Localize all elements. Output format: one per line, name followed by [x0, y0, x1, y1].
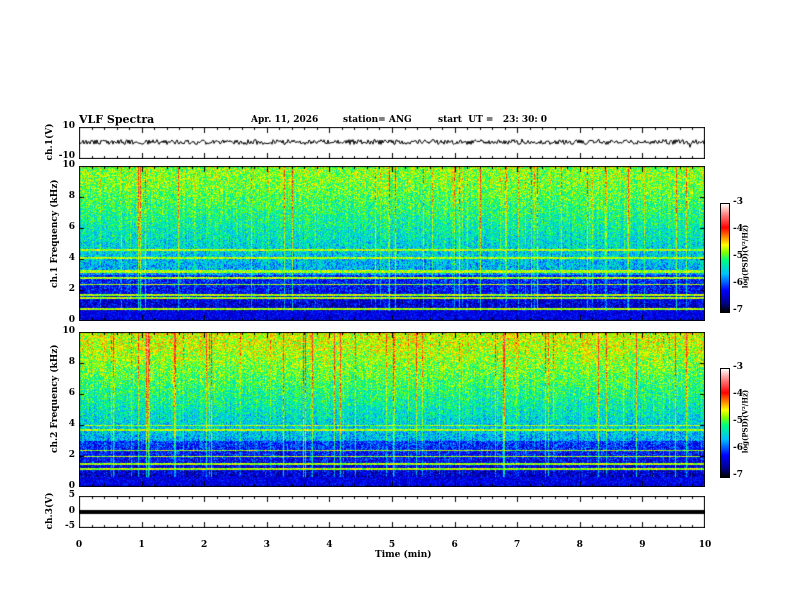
start-time-label: start UT = 23: 30: 0 — [438, 115, 548, 125]
ch2-ylabel: ch.1 Frequency (kHz) — [50, 179, 60, 288]
xtick-label: 10 — [698, 540, 712, 550]
ytick: 4 — [68, 419, 75, 429]
colorbar-tick: -4 — [733, 224, 743, 234]
ytick: 10 — [62, 326, 75, 336]
ytick: 2 — [68, 284, 75, 294]
ytick: 6 — [68, 388, 75, 398]
ytick: 5 — [68, 490, 75, 500]
colorbar-tick: -3 — [733, 197, 743, 207]
ytick: 10 — [62, 121, 75, 131]
ch3-waveform-plot — [79, 496, 705, 528]
colorbar-label: log(PSD)(V²/Hz) — [740, 389, 750, 454]
ch1-waveform-plot — [79, 127, 705, 159]
ytick: 0 — [68, 315, 75, 325]
colorbar-label: log(PSD)(V²/Hz) — [740, 224, 750, 289]
xtick-label: 2 — [201, 540, 208, 550]
ytick: 10 — [62, 160, 75, 170]
ytick: -5 — [65, 521, 75, 531]
colorbar-tick: -7 — [733, 305, 743, 315]
ytick: 2 — [68, 450, 75, 460]
xtick-label: 9 — [639, 540, 646, 550]
ch1-spectrogram — [79, 166, 705, 321]
xtick-label: 1 — [138, 540, 145, 550]
ytick: 8 — [68, 191, 75, 201]
ytick: 4 — [68, 253, 75, 263]
colorbar-tick: -7 — [733, 470, 743, 480]
ch3-ylabel: ch.3(V) — [45, 492, 55, 530]
xtick-label: 5 — [388, 540, 396, 550]
ytick: 8 — [68, 357, 75, 367]
ytick: -10 — [58, 151, 75, 161]
colorbar-tick: -5 — [733, 251, 743, 261]
ytick: 0 — [68, 506, 75, 516]
chart-title: VLF Spectra — [79, 113, 155, 126]
colorbar-tick: -4 — [733, 389, 743, 399]
xtick-label: 7 — [514, 540, 521, 550]
xtick-label: 0 — [75, 540, 83, 550]
colorbar-tick: -6 — [733, 443, 743, 453]
colorbar-tick: -5 — [733, 416, 743, 426]
date-label: Apr. 11, 2026 — [251, 115, 319, 125]
colorbar-ch1 — [720, 203, 730, 313]
x-axis-label: Time (min) — [375, 550, 432, 560]
xtick-label: 6 — [451, 540, 458, 550]
ch2-ylabel: ch.2 Frequency (kHz) — [50, 344, 60, 453]
station-label: station= ANG — [343, 115, 412, 125]
ytick: 0 — [68, 481, 75, 491]
ch2-spectrogram — [79, 332, 705, 487]
xtick-label: 8 — [576, 540, 583, 550]
ytick: 6 — [68, 222, 75, 232]
ch1-ylabel: ch.1(V) — [45, 123, 55, 161]
xtick-label: 4 — [326, 540, 333, 550]
colorbar-tick: -3 — [733, 362, 743, 372]
colorbar-ch2 — [720, 368, 730, 478]
colorbar-tick: -6 — [733, 278, 743, 288]
xtick-label: 3 — [263, 540, 270, 550]
